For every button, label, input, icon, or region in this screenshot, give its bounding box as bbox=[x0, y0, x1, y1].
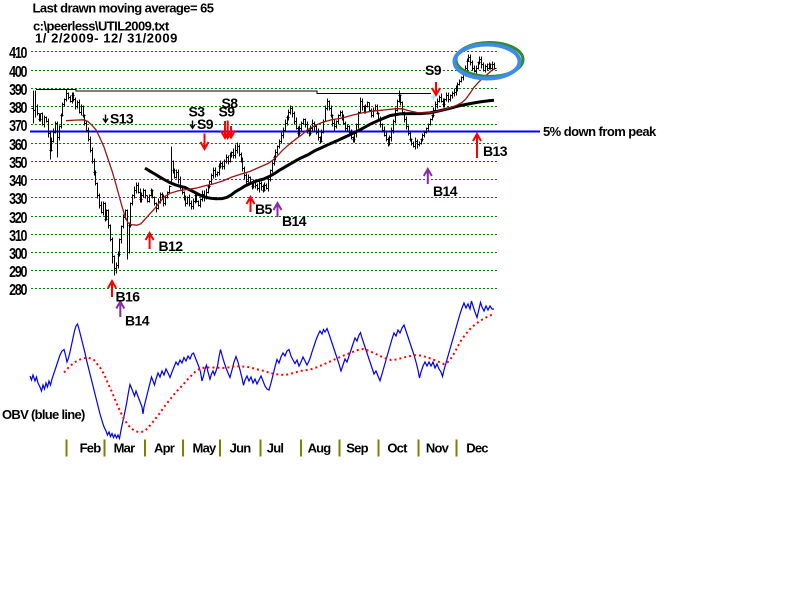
svg-text:c:\peerless\UTIL2009.txt: c:\peerless\UTIL2009.txt bbox=[33, 19, 170, 34]
svg-text:Sep: Sep bbox=[346, 441, 368, 456]
svg-text:S9: S9 bbox=[425, 62, 442, 78]
svg-text:330: 330 bbox=[9, 191, 27, 209]
svg-text:Last drawn moving average= 65: Last drawn moving average= 65 bbox=[33, 1, 214, 16]
svg-text:Feb: Feb bbox=[80, 441, 102, 456]
svg-text:340: 340 bbox=[9, 173, 27, 191]
svg-text:B5: B5 bbox=[255, 201, 273, 217]
svg-text:390: 390 bbox=[9, 82, 27, 100]
svg-text:S9: S9 bbox=[219, 104, 236, 120]
svg-text:May: May bbox=[193, 441, 217, 456]
svg-text:Aug: Aug bbox=[308, 441, 332, 456]
svg-text:S3: S3 bbox=[189, 104, 206, 120]
svg-text:320: 320 bbox=[9, 210, 27, 228]
svg-text:B14: B14 bbox=[433, 183, 458, 199]
svg-text:B14: B14 bbox=[282, 213, 307, 229]
svg-text:B12: B12 bbox=[159, 238, 184, 254]
svg-text:370: 370 bbox=[9, 118, 27, 136]
svg-text:S13: S13 bbox=[110, 111, 134, 127]
svg-text:B13: B13 bbox=[483, 143, 508, 159]
svg-text:310: 310 bbox=[9, 228, 27, 246]
svg-text:OBV (blue line): OBV (blue line) bbox=[2, 407, 85, 422]
svg-text:5% down from peak: 5% down from peak bbox=[543, 124, 657, 139]
svg-text:280: 280 bbox=[9, 282, 27, 300]
svg-text:Apr: Apr bbox=[154, 441, 175, 456]
svg-text:400: 400 bbox=[9, 64, 27, 82]
svg-text:380: 380 bbox=[9, 100, 27, 118]
svg-text:Mar: Mar bbox=[114, 441, 135, 456]
svg-text:Oct: Oct bbox=[387, 441, 408, 456]
svg-text:Nov: Nov bbox=[426, 441, 450, 456]
svg-text:S8: S8 bbox=[222, 95, 239, 111]
svg-text:360: 360 bbox=[9, 137, 27, 155]
svg-text:Jul: Jul bbox=[267, 441, 284, 456]
svg-text:S9: S9 bbox=[197, 116, 214, 132]
svg-text:410: 410 bbox=[9, 45, 27, 63]
svg-text:350: 350 bbox=[9, 155, 27, 173]
svg-text:300: 300 bbox=[9, 246, 27, 264]
svg-text:1/ 2/2009- 12/ 31/2009: 1/ 2/2009- 12/ 31/2009 bbox=[35, 31, 178, 46]
svg-text:B14: B14 bbox=[125, 313, 150, 329]
svg-text:Jun: Jun bbox=[230, 441, 252, 456]
svg-text:290: 290 bbox=[9, 264, 27, 282]
svg-text:Dec: Dec bbox=[466, 441, 488, 456]
svg-text:B16: B16 bbox=[116, 289, 141, 305]
